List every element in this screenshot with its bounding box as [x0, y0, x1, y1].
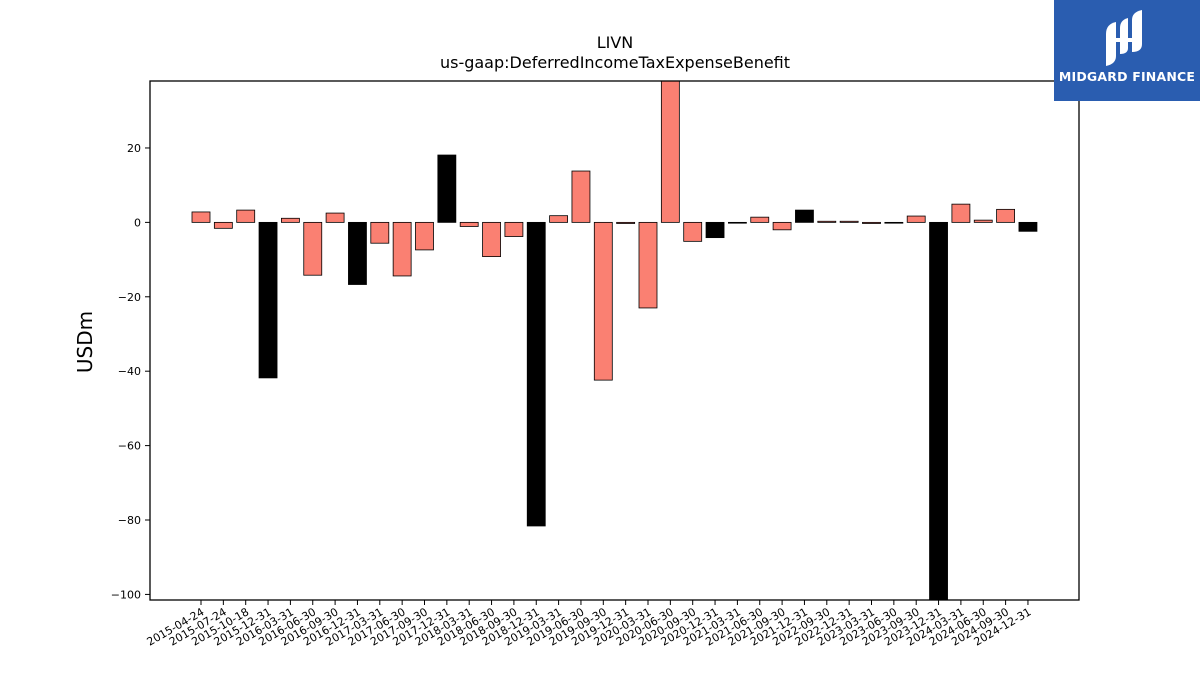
y-tick-label: −20 [118, 291, 141, 304]
bar-2016-03-31 [280, 217, 300, 223]
chart-subtitle: us-gaap:DeferredIncomeTaxExpenseBenefit [440, 53, 790, 72]
bar-2017-09-30 [415, 221, 434, 251]
plot-frame [149, 80, 1080, 601]
bar-2024-09-30 [996, 208, 1015, 223]
y-tick-label: 20 [127, 142, 141, 155]
bar-2021-09-30 [772, 221, 792, 231]
bar-2016-06-30 [303, 221, 323, 276]
logo-text: MIDGARD FINANCE [1058, 69, 1196, 84]
x-ticks: 2015-04-242015-07-242015-10-182015-12-31… [145, 600, 1033, 649]
bar-2023-03-31 [862, 221, 881, 224]
bar-2024-03-31 [951, 203, 971, 223]
bar-2020-12-31 [705, 221, 725, 239]
bar-2019-06-30 [571, 170, 591, 223]
bar-2023-12-31 [929, 221, 948, 601]
bar-2015-04-24 [191, 211, 211, 223]
bar-2018-03-31 [459, 221, 479, 227]
bar-2019-09-30 [593, 221, 613, 381]
y-tick-label: 0 [134, 216, 141, 229]
y-tick-label: −100 [111, 588, 141, 601]
bar-2024-12-31 [1018, 221, 1038, 232]
bar-2015-07-24 [213, 221, 233, 229]
bar-2023-09-30 [906, 215, 926, 223]
bar-2023-06-30 [884, 221, 904, 224]
bar-2021-03-31 [728, 221, 747, 224]
y-tick-label: −80 [118, 514, 141, 527]
y-tick-label: −40 [118, 365, 141, 378]
bar-2018-12-31 [526, 221, 546, 527]
bars-group [191, 80, 1038, 601]
bar-2021-12-31 [795, 209, 814, 223]
bar-2017-12-31 [437, 154, 457, 223]
bar-2020-06-30 [660, 80, 680, 223]
bar-2021-06-30 [750, 216, 770, 223]
y-axis-label: USDm [73, 311, 97, 373]
bar-2024-06-30 [973, 219, 993, 223]
bar-2018-06-30 [482, 221, 501, 258]
bar-2015-10-18 [236, 209, 256, 223]
bar-2020-03-31 [638, 221, 658, 309]
bar-2017-03-31 [370, 221, 390, 244]
chart-title: LIVN [597, 33, 634, 52]
bar-2022-09-30 [817, 220, 837, 223]
bar-2020-09-30 [683, 221, 703, 242]
bar-2016-09-30 [325, 212, 345, 223]
bar-2019-03-31 [549, 215, 568, 223]
bar-2016-12-31 [348, 221, 367, 285]
midgard-logo-icon [1106, 10, 1142, 66]
bar-2022-12-31 [839, 220, 859, 223]
bar-2017-06-30 [392, 221, 412, 277]
y-tick-label: −60 [118, 440, 141, 453]
midgard-logo: MIDGARD FINANCE [1054, 0, 1200, 101]
bar-2018-09-30 [504, 221, 524, 237]
bar-2015-12-31 [258, 221, 278, 379]
bar-2019-12-31 [616, 221, 636, 224]
y-ticks: 20 0 −20 −40 −60 −80 −100 [111, 142, 150, 601]
